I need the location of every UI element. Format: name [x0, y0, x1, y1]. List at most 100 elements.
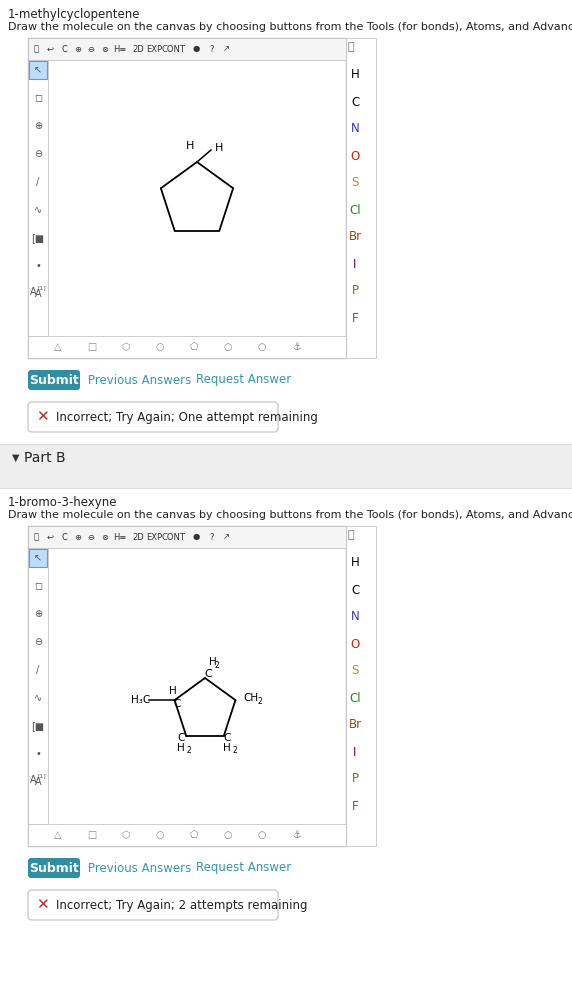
Text: ○: ○	[156, 830, 164, 840]
Text: C: C	[177, 733, 185, 743]
Text: H: H	[215, 143, 224, 153]
Text: N: N	[351, 122, 359, 135]
Text: H: H	[351, 69, 359, 82]
Text: □: □	[88, 830, 97, 840]
Text: •: •	[35, 261, 41, 271]
Text: H: H	[169, 686, 176, 696]
Text: ↖: ↖	[34, 553, 42, 563]
Bar	[28, 336, 346, 358]
Text: 🗋: 🗋	[34, 533, 38, 542]
Text: C: C	[223, 733, 231, 743]
Text: /: /	[37, 177, 39, 187]
Text: 2: 2	[186, 746, 192, 755]
Text: Previous Answers: Previous Answers	[88, 374, 191, 387]
Text: ✕: ✕	[35, 410, 49, 424]
Text: ⊖: ⊖	[34, 637, 42, 647]
Text: 🔖: 🔖	[348, 530, 354, 540]
Text: I: I	[353, 257, 357, 270]
Text: Submit: Submit	[29, 862, 79, 875]
Text: Cl: Cl	[349, 204, 361, 217]
Text: ⊕: ⊕	[34, 609, 42, 619]
Text: ⚓: ⚓	[292, 342, 300, 352]
Text: S: S	[351, 665, 359, 678]
Text: ↩: ↩	[46, 45, 54, 54]
Text: Br: Br	[348, 719, 362, 732]
Bar	[28, 548, 48, 824]
Text: CH: CH	[244, 693, 259, 703]
Text: ∿: ∿	[34, 693, 42, 703]
Text: ↗: ↗	[223, 533, 229, 542]
Text: ⊗: ⊗	[101, 533, 109, 542]
Text: CONT: CONT	[161, 45, 185, 54]
Text: H: H	[351, 557, 359, 570]
Text: [■: [■	[31, 721, 45, 731]
Text: C: C	[61, 45, 67, 54]
Text: C: C	[351, 583, 359, 596]
Text: ↩: ↩	[46, 533, 54, 542]
Text: P: P	[352, 772, 359, 785]
Text: [1]: [1]	[37, 285, 46, 290]
Text: ⬠: ⬠	[190, 342, 198, 352]
Text: 2: 2	[232, 746, 237, 755]
Text: C: C	[61, 533, 67, 542]
Text: □: □	[88, 342, 97, 352]
Text: 1-bromo-3-hexyne: 1-bromo-3-hexyne	[8, 496, 117, 509]
Text: Draw the molecule on the canvas by choosing buttons from the Tools (for bonds), : Draw the molecule on the canvas by choos…	[8, 510, 572, 520]
Text: C: C	[351, 95, 359, 108]
Text: H₃C: H₃C	[130, 695, 150, 705]
Text: Br: Br	[348, 231, 362, 244]
Text: N: N	[351, 610, 359, 623]
Text: 2D: 2D	[132, 45, 144, 54]
Bar	[28, 526, 346, 846]
Text: 2: 2	[257, 697, 262, 706]
Text: S: S	[351, 177, 359, 190]
Text: 2D: 2D	[132, 533, 144, 542]
Text: H: H	[209, 657, 217, 667]
Text: Cl: Cl	[349, 692, 361, 705]
Text: C: C	[173, 699, 180, 709]
Text: H≡: H≡	[113, 45, 126, 54]
Text: ↗: ↗	[223, 45, 229, 54]
Text: [1]: [1]	[37, 773, 46, 778]
Bar	[29, 549, 47, 567]
Text: ?: ?	[210, 45, 214, 54]
Bar	[28, 38, 346, 60]
FancyBboxPatch shape	[28, 370, 80, 390]
Text: ○: ○	[224, 342, 232, 352]
Bar	[0, 444, 572, 488]
Text: ⬡: ⬡	[122, 342, 130, 352]
Text: F: F	[352, 311, 358, 324]
Text: ⬠: ⬠	[190, 830, 198, 840]
Text: Draw the molecule on the canvas by choosing buttons from the Tools (for bonds), : Draw the molecule on the canvas by choos…	[8, 22, 572, 32]
Text: EXP: EXP	[146, 533, 162, 542]
Bar	[346, 38, 376, 358]
Text: ⊕: ⊕	[74, 45, 81, 54]
Text: P: P	[352, 284, 359, 297]
Text: ●: ●	[192, 533, 200, 542]
Bar	[28, 824, 346, 846]
Text: ⬡: ⬡	[122, 830, 130, 840]
Text: Part B: Part B	[24, 451, 66, 465]
Text: H: H	[186, 141, 194, 151]
Text: O: O	[351, 149, 360, 162]
Text: ○: ○	[258, 830, 266, 840]
Text: 2: 2	[214, 660, 219, 670]
Text: A: A	[35, 777, 41, 787]
Text: F: F	[352, 799, 358, 812]
Text: Incorrect; Try Again; One attempt remaining: Incorrect; Try Again; One attempt remain…	[56, 411, 318, 423]
Text: ⊖: ⊖	[88, 533, 94, 542]
FancyBboxPatch shape	[28, 890, 278, 920]
FancyBboxPatch shape	[28, 858, 80, 878]
Text: A: A	[35, 289, 41, 299]
Text: Previous Answers: Previous Answers	[88, 862, 191, 875]
Text: H: H	[177, 743, 185, 752]
Text: ○: ○	[156, 342, 164, 352]
Bar	[346, 526, 376, 846]
Text: ⊖: ⊖	[88, 45, 94, 54]
Text: ⊗: ⊗	[101, 45, 109, 54]
Text: 🗋: 🗋	[34, 45, 38, 54]
Text: ⚓: ⚓	[292, 830, 300, 840]
Text: 1-methylcyclopentene: 1-methylcyclopentene	[8, 8, 141, 21]
Text: I: I	[353, 746, 357, 758]
Text: ✕: ✕	[35, 898, 49, 912]
